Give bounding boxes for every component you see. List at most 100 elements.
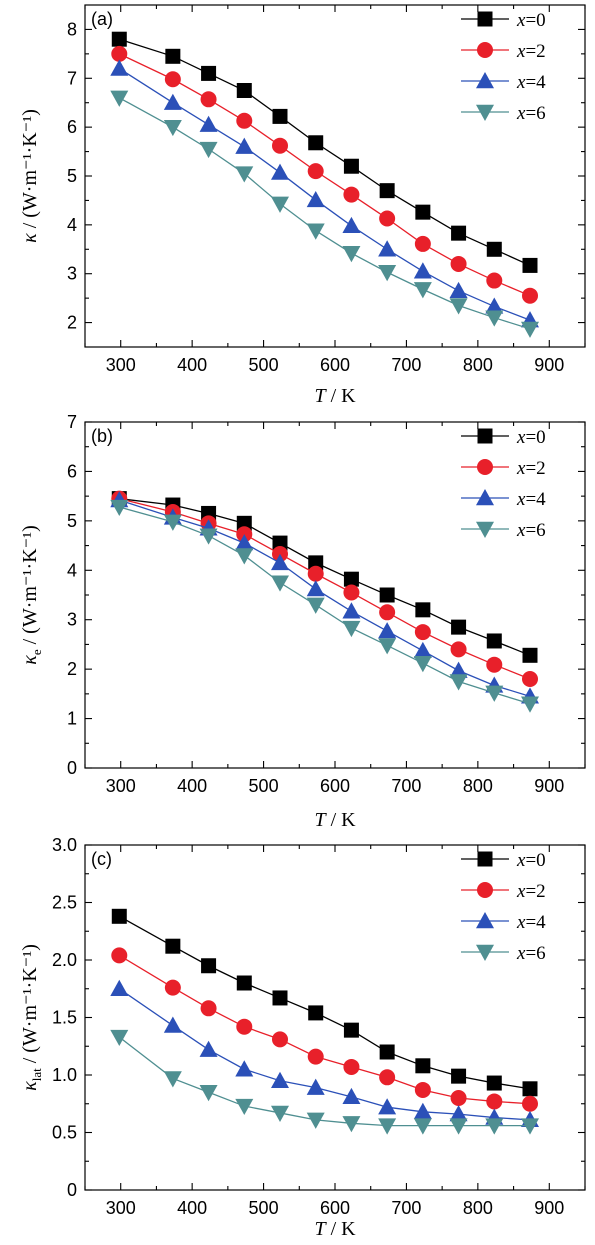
data-point (236, 515, 252, 531)
data-point (236, 975, 252, 991)
data-point (343, 571, 359, 587)
y-tick-label: 1.0 (52, 1065, 77, 1085)
data-point (306, 580, 325, 597)
legend-marker (476, 912, 494, 929)
series-x-4 (110, 979, 539, 1128)
y-tick-label: 5 (67, 511, 77, 531)
data-point (378, 1098, 397, 1115)
data-point (378, 1118, 397, 1135)
x-tick-label: 700 (391, 355, 421, 375)
data-point (306, 190, 325, 208)
y-tick-label: 2 (67, 313, 77, 333)
data-point (486, 633, 502, 649)
x-tick-label: 500 (249, 776, 279, 796)
data-point (163, 93, 182, 110)
data-point (378, 240, 397, 257)
data-point (271, 1105, 289, 1122)
data-point (306, 223, 325, 240)
y-tick-label: 3 (67, 610, 77, 630)
data-point (413, 282, 432, 299)
panel-a: 300 400 500 600 700 800 900 2 3 4 5 6 7 8 (a) T / K κ / … (19, 4, 586, 407)
data-point (199, 1085, 218, 1102)
data-point (235, 1098, 254, 1116)
data-point (449, 674, 468, 691)
legend-label: x=2 (516, 881, 546, 902)
data-point (307, 565, 324, 582)
legend-marker (477, 42, 493, 58)
data-point (235, 1060, 254, 1077)
data-point (413, 262, 432, 279)
panel-c: 300 400 500 600 700 800 900 0 0.5 1.0 1.5 2.0 2.5 3.0… (19, 835, 586, 1240)
data-point (343, 1022, 359, 1038)
x-tick-label: 900 (534, 776, 564, 796)
data-point (236, 1018, 253, 1035)
x-tick-label: 800 (463, 355, 493, 375)
series-line (119, 497, 531, 680)
data-point (306, 1078, 325, 1095)
legend-label: x=0 (516, 427, 546, 448)
data-point (111, 908, 127, 924)
legend: x=0 x=2 x=4 x=6 (461, 427, 546, 541)
data-point (413, 1102, 432, 1119)
legend-marker (477, 851, 493, 867)
y-tick-label: 4 (67, 215, 77, 235)
data-point (235, 166, 254, 183)
data-point (110, 499, 129, 517)
data-point (272, 1031, 288, 1048)
y-axis-title: κlat / (W·m⁻¹·K⁻¹) (19, 944, 44, 1091)
legend-marker (477, 882, 493, 898)
data-point (271, 196, 289, 213)
legend-label: x=0 (516, 10, 546, 31)
data-point (111, 45, 128, 62)
data-point (343, 584, 360, 601)
x-tick-label: 500 (249, 355, 279, 375)
data-point (272, 108, 288, 124)
y-tick-label: 4 (67, 560, 77, 580)
y-tick-label: 2 (67, 659, 77, 679)
x-axis-title: T / K (314, 385, 356, 407)
legend-label: x=4 (516, 72, 546, 93)
data-point (235, 534, 254, 551)
data-point (449, 281, 468, 299)
data-point (414, 1081, 431, 1098)
data-point (110, 979, 129, 996)
series-x-6 (110, 1029, 539, 1135)
x-axis-title: T / K (314, 1218, 356, 1240)
data-point (521, 321, 539, 338)
legend-label: x=4 (516, 912, 546, 933)
data-point (521, 1118, 539, 1135)
x-tick-label: 400 (177, 1198, 207, 1218)
x-tick-label: 300 (106, 355, 136, 375)
data-point (272, 535, 288, 551)
data-point (378, 638, 397, 655)
x-tick-label: 700 (391, 776, 421, 796)
data-point (522, 671, 538, 688)
data-point (199, 528, 218, 545)
data-point (164, 979, 181, 996)
data-point (235, 137, 254, 154)
panel-b: 300 400 500 600 700 800 900 0 1 2 3 4 5 6 7 (b) T / K κe … (19, 412, 586, 831)
x-tick-label: 900 (534, 355, 564, 375)
data-point (163, 514, 182, 531)
data-point (449, 1118, 468, 1135)
data-point (342, 602, 361, 619)
data-point (342, 1087, 361, 1105)
data-point (415, 1058, 431, 1074)
legend-label: x=6 (516, 103, 546, 124)
y-tick-label: 8 (67, 19, 77, 39)
data-point (451, 225, 467, 241)
data-point (378, 622, 397, 639)
data-point (450, 641, 467, 658)
data-point (199, 141, 218, 159)
series-x-2 (111, 947, 538, 1112)
data-point (485, 297, 504, 314)
y-tick-label: 0 (67, 758, 77, 778)
data-point (111, 947, 128, 964)
y-axis-title: κ / (W·m⁻¹·K⁻¹) (19, 109, 41, 243)
data-point (486, 241, 502, 257)
data-point (343, 1058, 360, 1075)
data-point (306, 597, 325, 614)
y-tick-label: 5 (67, 166, 77, 186)
data-point (413, 641, 432, 659)
x-axis-title: T / K (314, 809, 356, 831)
